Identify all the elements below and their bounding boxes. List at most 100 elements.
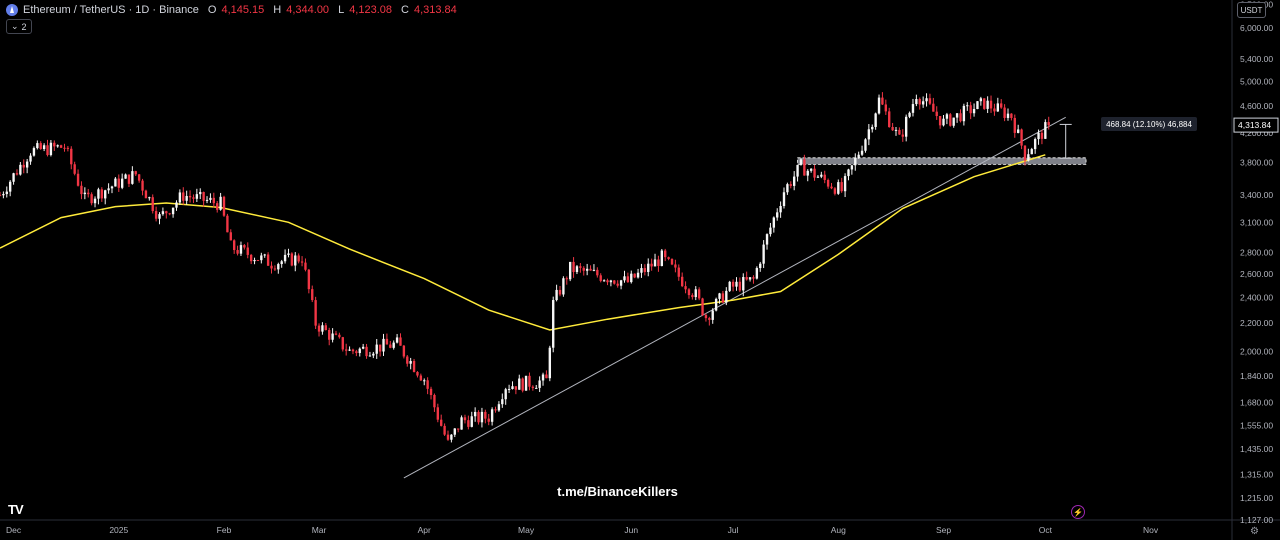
candle-body: [100, 189, 104, 199]
close-key: C: [401, 4, 409, 16]
candle-body: [137, 174, 141, 181]
candle-body: [83, 192, 87, 195]
candle-body: [378, 344, 382, 352]
candle-body: [56, 145, 59, 147]
open-value: 4,145.15: [221, 4, 265, 16]
candle-body: [643, 268, 647, 272]
x-tick-label: 2025: [109, 525, 128, 535]
currency-button[interactable]: USDT: [1237, 2, 1266, 18]
candle-body: [450, 434, 453, 440]
candle-body: [494, 409, 497, 411]
candle-body: [664, 250, 667, 258]
candle-body: [29, 155, 32, 162]
candle-body: [426, 380, 429, 389]
y-tick-label: 1,315.00: [1240, 470, 1273, 480]
candle-body: [531, 386, 535, 388]
candle-body: [507, 388, 511, 390]
candle-body: [501, 399, 504, 405]
candle-body: [253, 260, 256, 262]
candle-body: [789, 184, 792, 186]
candle-body: [837, 182, 840, 194]
candle-body: [565, 278, 568, 280]
symbol-title[interactable]: Ethereum / TetherUS · 1D · Binance: [23, 4, 199, 16]
candle-body: [891, 127, 894, 131]
candle-body: [908, 112, 911, 117]
candle-body: [229, 232, 232, 241]
candle-body: [864, 139, 867, 151]
candle-body: [266, 254, 270, 266]
candle-body: [979, 98, 983, 102]
candle-body: [39, 143, 42, 150]
tradingview-logo[interactable]: TV: [8, 502, 24, 517]
candle-body: [497, 404, 501, 411]
candle-body: [151, 197, 154, 212]
candle-body: [446, 434, 450, 440]
candle-body: [66, 147, 70, 149]
candle-body: [402, 345, 406, 357]
x-tick-label: Nov: [1143, 525, 1159, 535]
candle-body: [1000, 103, 1003, 108]
candle-body: [297, 255, 300, 262]
candle-body: [199, 192, 202, 195]
candle-body: [585, 268, 589, 271]
candle-body: [826, 179, 830, 187]
candle-body: [949, 114, 952, 126]
candle-body: [131, 171, 134, 184]
candle-body: [748, 277, 752, 280]
candle-body: [80, 185, 83, 195]
candle-body: [640, 268, 643, 273]
candle-body: [535, 387, 538, 389]
candle-body: [324, 325, 328, 331]
candle-body: [888, 111, 891, 128]
indicators-toggle-button[interactable]: ⌄ 2: [6, 19, 32, 34]
candle-body: [436, 407, 440, 420]
candle-body: [73, 164, 76, 174]
candle-body: [935, 111, 938, 117]
candle-body: [219, 196, 222, 210]
candle-body: [372, 353, 375, 356]
candle-body: [110, 186, 114, 189]
candle-body: [796, 164, 799, 177]
candle-body: [568, 261, 572, 280]
candle-body: [938, 116, 942, 126]
candle-body: [704, 315, 708, 319]
candle-body: [355, 351, 358, 354]
candle-body: [759, 263, 762, 269]
candle-body: [395, 337, 399, 343]
gear-icon[interactable]: ⚙: [1250, 526, 1259, 537]
candle-body: [178, 192, 182, 203]
candle-body: [524, 375, 528, 391]
candle-body: [514, 386, 518, 390]
candle-body: [667, 257, 670, 259]
candle-body: [874, 113, 877, 127]
candle-body: [389, 344, 392, 348]
high-value: 4,344.00: [286, 4, 330, 16]
candle-body: [97, 189, 100, 199]
candle-body: [596, 269, 599, 276]
candle-body: [955, 113, 959, 118]
candle-body: [212, 197, 216, 204]
candle-body: [1013, 117, 1016, 133]
candle-body: [311, 289, 314, 301]
candle-body: [321, 325, 324, 332]
candle-body: [375, 344, 378, 354]
candle-body: [148, 197, 151, 199]
candle-body: [650, 263, 653, 267]
candle-body: [1016, 129, 1020, 133]
flash-icon[interactable]: ⚡: [1071, 505, 1085, 519]
candle-body: [53, 142, 56, 147]
candle-body: [728, 281, 731, 291]
x-tick-label: Aug: [831, 525, 846, 535]
y-tick-label: 2,200.00: [1240, 318, 1273, 328]
candle-body: [453, 428, 456, 435]
candle-body: [1027, 154, 1030, 161]
candle-body: [613, 280, 616, 284]
candle-body: [555, 289, 558, 301]
y-tick-label: 6,000.00: [1240, 23, 1273, 33]
candle-body: [239, 245, 243, 254]
candle-body: [70, 148, 73, 165]
candle-body: [107, 188, 110, 191]
candle-body: [945, 114, 949, 119]
candle-body: [90, 194, 93, 204]
